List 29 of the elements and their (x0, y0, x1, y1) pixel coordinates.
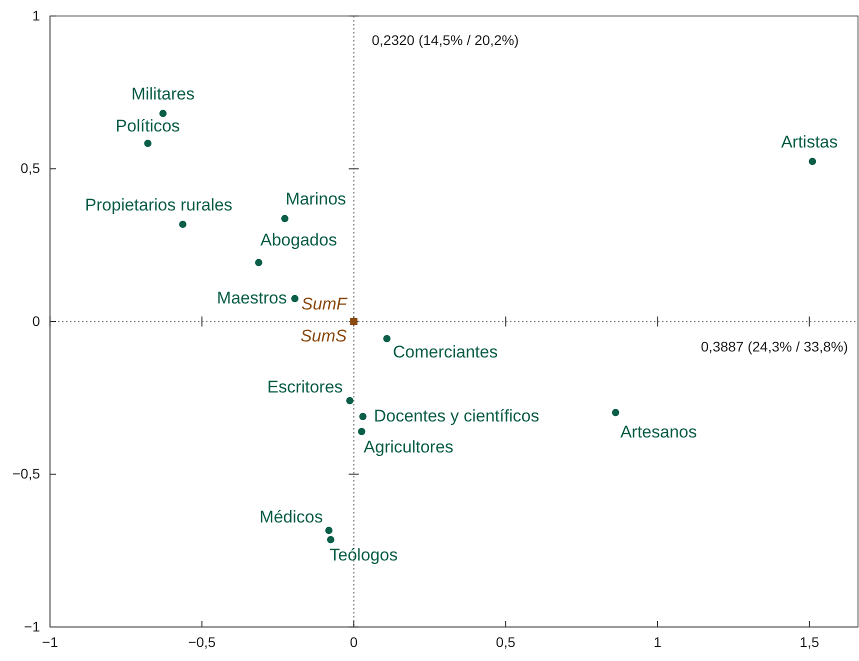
y-tick-label: 0,5 (20, 160, 40, 176)
data-label: Maestros (216, 288, 287, 308)
y-tick-label: 0 (32, 312, 40, 329)
data-label: Abogados (260, 230, 337, 250)
data-label: Médicos (260, 507, 323, 526)
data-label: Propietarios rurales (85, 195, 232, 214)
y-tick-label: −0,5 (12, 466, 40, 482)
data-label: Políticos (116, 116, 180, 136)
data-label: Artesanos (620, 422, 697, 442)
data-label: Agricultores (364, 437, 454, 456)
x-tick-label: −1 (42, 634, 58, 650)
data-label: Escritores (267, 378, 343, 397)
data-label: SumF (301, 294, 348, 314)
data-label: Comerciantes (392, 342, 498, 362)
x-tick-label: −0,5 (188, 634, 216, 650)
x-tick-label: 1 (654, 634, 662, 650)
data-label: Artistas (781, 132, 838, 152)
data-label: Teólogos (330, 546, 398, 565)
y-tick-label: −1 (24, 618, 40, 634)
x-tick-label: 0,5 (496, 634, 516, 650)
data-label: SumS (300, 326, 348, 346)
x-tick-label: 0 (350, 634, 358, 650)
data-label: Marinos (286, 190, 346, 209)
y-tick-label: 1 (32, 7, 40, 24)
data-label: Docentes y científicos (374, 406, 540, 426)
y-axis-title: 0,2320 (14,5% / 20,2%) (372, 32, 519, 48)
x-tick-label: 1,5 (800, 634, 820, 650)
data-label: Militares (131, 84, 195, 104)
x-axis-title: 0,3887 (24,3% / 33,8%) (700, 338, 848, 354)
